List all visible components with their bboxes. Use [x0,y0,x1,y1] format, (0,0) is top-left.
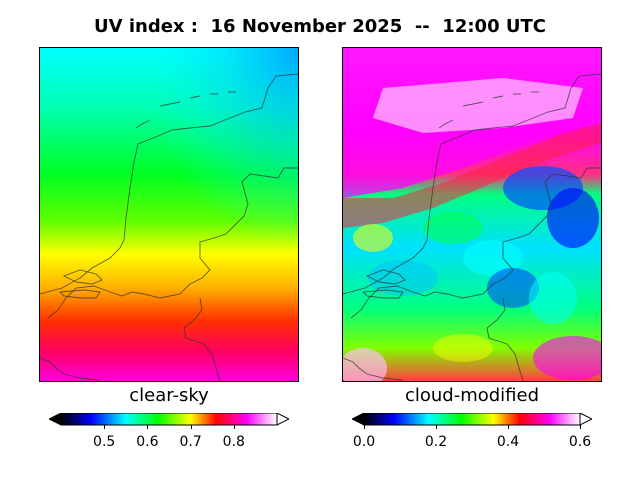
clear-sky-tick-mark [233,425,235,429]
clear-sky-tick-label: 0.7 [179,434,202,450]
clear-sky-tick-label: 0.8 [222,434,245,450]
clear-sky-tick-label: 0.6 [136,434,159,450]
cloud-modified-tick-label: 0.4 [496,434,520,450]
cloud-modified-map [342,47,602,382]
cloud-modified-tick-mark [436,425,437,429]
cloud-modified-tick-mark [580,425,581,429]
cloud-modified-colorbar [350,412,594,433]
clear-sky-label: clear-sky [129,385,209,406]
clear-sky-tick-mark [147,425,149,429]
coastline [343,73,601,381]
cloud-modified-tick-mark [508,425,509,429]
coastline [40,73,298,381]
cloud-modified-label: cloud-modified [404,385,540,406]
cloud-modified-tick-label: 0.6 [568,434,592,450]
clear-sky-tick-mark [190,425,192,429]
clear-sky-map [39,47,299,382]
cloud-modified-tick-label: 0.0 [352,434,376,450]
cloud-modified-tick-label: 0.2 [424,434,448,450]
chart-title: UV index : 16 November 2025 -- 12:00 UTC [94,16,546,37]
clear-sky-tick-mark [104,425,106,429]
clear-sky-colorbar [47,412,291,433]
cloud-modified-tick-mark [364,425,365,429]
clear-sky-tick-label: 0.5 [93,434,116,450]
